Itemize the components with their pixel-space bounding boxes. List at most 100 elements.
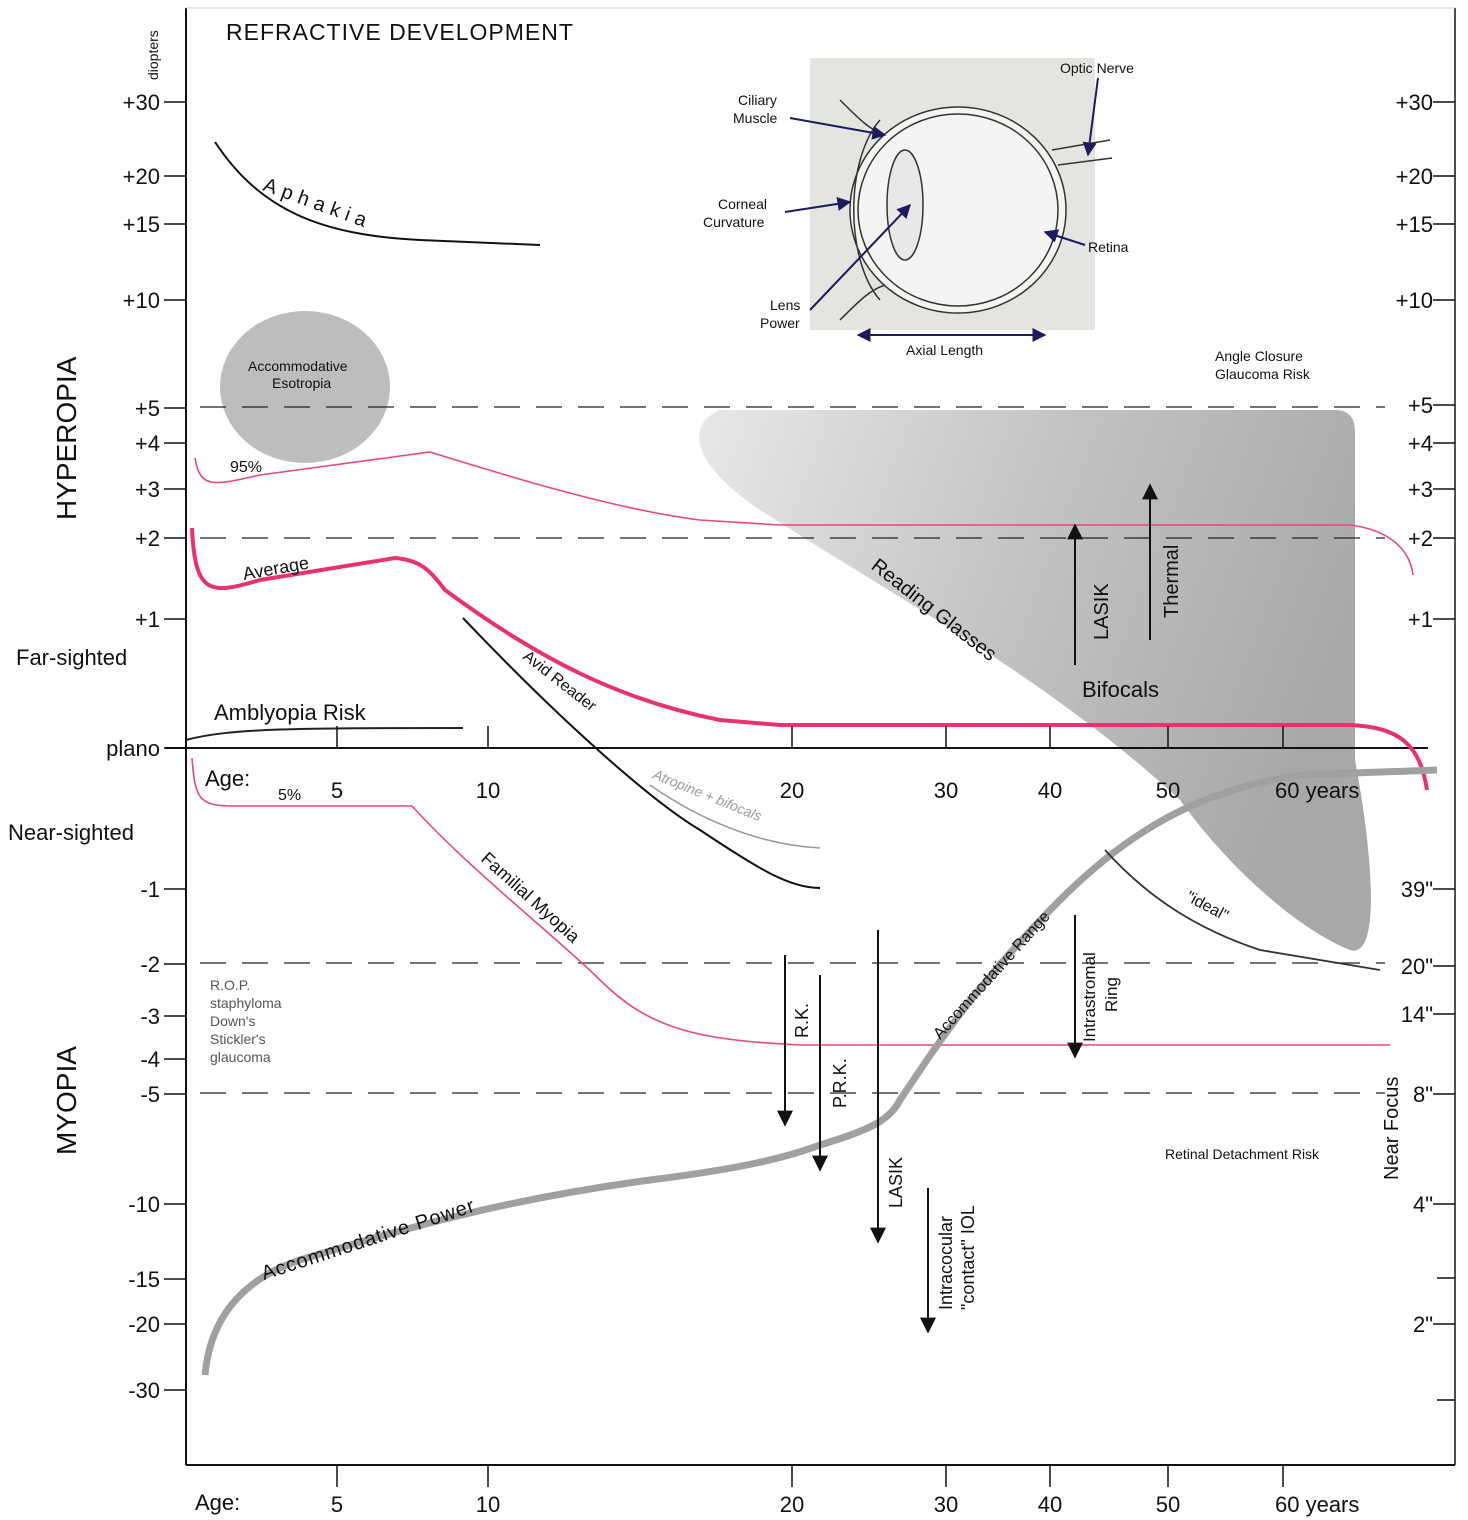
annotation: P.R.K. bbox=[830, 1058, 850, 1108]
annotation-line: Accommodative bbox=[248, 358, 348, 374]
region-label: Far-sighted bbox=[16, 645, 127, 670]
right-tick-label: +3 bbox=[1408, 477, 1433, 502]
right-tick-label: +4 bbox=[1408, 431, 1433, 456]
annotation-line: "contact" IOL bbox=[958, 1205, 978, 1310]
age-label: Age: bbox=[205, 766, 250, 791]
right-tick-label: +10 bbox=[1396, 288, 1433, 313]
age-tick-label: 10 bbox=[476, 1492, 500, 1517]
frame bbox=[185, 7, 1456, 1466]
annotation: Atropine + bifocals bbox=[650, 766, 764, 825]
left-tick-label: -1 bbox=[140, 877, 160, 902]
eye-pointers bbox=[784, 77, 1099, 342]
left-tick-label: +30 bbox=[123, 90, 160, 115]
age-tick-label: 30 bbox=[934, 778, 958, 803]
left-tick-label: +4 bbox=[135, 431, 160, 456]
dashed-guides bbox=[200, 406, 1385, 1094]
annotation: Avid Reader bbox=[520, 648, 600, 716]
annotation-line: Intrastromal bbox=[1080, 952, 1099, 1042]
left-tick-label: -30 bbox=[128, 1378, 160, 1403]
annotation: Angle Closure Glaucoma Risk bbox=[1215, 348, 1311, 382]
annotation-line: glaucoma bbox=[210, 1049, 271, 1065]
left-tick-label: +5 bbox=[135, 396, 160, 421]
annotation: Accommodative Esotropia bbox=[248, 358, 348, 391]
right-tick-label: 14" bbox=[1401, 1002, 1433, 1027]
annotation-line: Ring bbox=[1102, 977, 1121, 1012]
annotation-line: staphyloma bbox=[210, 995, 282, 1011]
right-tick-label: +5 bbox=[1408, 393, 1433, 418]
left-tick-label: -20 bbox=[128, 1312, 160, 1337]
annotation: LASIK bbox=[886, 1157, 906, 1208]
left-tick-label: -15 bbox=[128, 1267, 160, 1292]
age-tick-label: 40 bbox=[1038, 1492, 1062, 1517]
reading-glasses-area bbox=[699, 410, 1371, 951]
annotation: LASIK bbox=[1091, 583, 1113, 640]
right-tick-label: 8" bbox=[1413, 1082, 1433, 1107]
title: REFRACTIVE DEVELOPMENT bbox=[226, 19, 574, 45]
eye-label: Ciliary Muscle bbox=[733, 92, 778, 126]
left-unit: diopters bbox=[145, 30, 161, 80]
left-tick-label: -3 bbox=[140, 1004, 160, 1029]
right-axis-title: Near Focus bbox=[1381, 1077, 1403, 1180]
eye-label-line: Curvature bbox=[703, 214, 765, 230]
eye-label-line: Lens bbox=[770, 297, 800, 313]
age-tick-label: 5 bbox=[331, 1492, 343, 1517]
annotation-line: Intracocular bbox=[936, 1216, 956, 1310]
right-tick-label: 39" bbox=[1401, 877, 1433, 902]
age-tick-label: 40 bbox=[1038, 778, 1062, 803]
region-label: Near-sighted bbox=[8, 820, 134, 845]
left-tick-label: +1 bbox=[135, 607, 160, 632]
annotation-line: Glaucoma Risk bbox=[1215, 366, 1311, 382]
annotation-line: Stickler's bbox=[210, 1031, 266, 1047]
left-tick-label: +2 bbox=[135, 526, 160, 551]
annotation: Retinal Detachment Risk bbox=[1165, 1146, 1320, 1162]
left-tick-label: +3 bbox=[135, 477, 160, 502]
age-tick-label: 10 bbox=[476, 778, 500, 803]
eye-illustration bbox=[810, 58, 1113, 330]
eye-label: Retina bbox=[1088, 239, 1129, 255]
annotation-line: Esotropia bbox=[272, 375, 331, 391]
left-tick-label: plano bbox=[106, 736, 160, 761]
eye-label-line: Power bbox=[760, 315, 800, 331]
eye-label-line: Ciliary bbox=[738, 92, 777, 108]
eye-label: Axial Length bbox=[906, 342, 983, 358]
right-tick-label: 2" bbox=[1413, 1312, 1433, 1337]
annotation: Familial Myopia bbox=[477, 848, 584, 947]
left-tick-label: -5 bbox=[140, 1082, 160, 1107]
left-tick-label: -4 bbox=[140, 1047, 160, 1072]
age-tick-label: 5 bbox=[331, 778, 343, 803]
eye-label: Optic Nerve bbox=[1060, 60, 1134, 76]
left-tick-label: +10 bbox=[123, 288, 160, 313]
age-tick-label: 30 bbox=[934, 1492, 958, 1517]
age-tick-label: 20 bbox=[780, 778, 804, 803]
annotation-line: R.O.P. bbox=[210, 977, 250, 993]
annotation-line: Angle Closure bbox=[1215, 348, 1303, 364]
age-tick-label: 60 years bbox=[1275, 778, 1359, 803]
axes: +30+20+15+10+5+4+3+2+1plano-1-2-3-4-5-10… bbox=[106, 90, 1455, 1517]
age-tick-label: 50 bbox=[1156, 778, 1180, 803]
right-tick-label: +20 bbox=[1396, 164, 1433, 189]
right-tick-label: +15 bbox=[1396, 212, 1433, 237]
annotation: Intracocular "contact" IOL bbox=[936, 1205, 978, 1310]
age-tick-label: 20 bbox=[780, 1492, 804, 1517]
annotation: 5% bbox=[278, 787, 301, 804]
annotation: Amblyopia Risk bbox=[214, 700, 367, 725]
annotation: 95% bbox=[230, 459, 262, 476]
annotation: Intrastromal Ring bbox=[1080, 952, 1121, 1042]
region-label: HYPEROPIA bbox=[51, 356, 82, 520]
right-tick-label: 20" bbox=[1401, 954, 1433, 979]
right-tick-label: +1 bbox=[1408, 607, 1433, 632]
annotation: R.K. bbox=[792, 1003, 812, 1038]
right-tick-label: +2 bbox=[1408, 526, 1433, 551]
age-label: Age: bbox=[195, 1490, 240, 1515]
region-label: MYOPIA bbox=[51, 1046, 82, 1155]
right-tick-label: +30 bbox=[1396, 90, 1433, 115]
annotation: Accommodative Power bbox=[259, 1195, 478, 1285]
annotation: Bifocals bbox=[1082, 677, 1159, 702]
annotation: Thermal bbox=[1161, 545, 1183, 618]
left-tick-label: -2 bbox=[140, 952, 160, 977]
right-tick-label: 4" bbox=[1413, 1192, 1433, 1217]
left-tick-label: -10 bbox=[128, 1192, 160, 1217]
eye-label: Corneal Curvature bbox=[703, 196, 767, 230]
eye-label-line: Corneal bbox=[718, 196, 767, 212]
